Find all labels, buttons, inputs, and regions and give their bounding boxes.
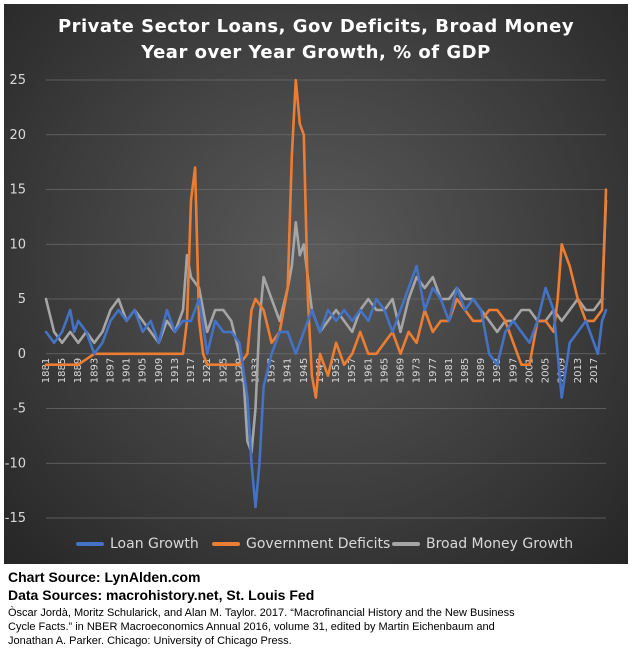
x-tick-label: 1993 <box>492 358 503 383</box>
x-tick-label: 1981 <box>444 358 455 383</box>
data-sources: Data Sources: macrohistory.net, St. Loui… <box>8 587 315 603</box>
y-tick-label: -15 <box>5 511 26 526</box>
x-tick-label: 1973 <box>412 358 423 383</box>
x-tick-label: 1965 <box>379 358 390 383</box>
chart-title: Private Sector Loans, Gov Deficits, Broa… <box>57 16 575 37</box>
citation: Òscar Jordà, Moritz Schularick, and Alan… <box>8 607 515 647</box>
y-tick-label: 0 <box>18 347 26 362</box>
x-tick-label: 1937 <box>267 358 278 383</box>
x-tick-label: 1917 <box>186 358 197 383</box>
chart-panel: -15 -10 -5 0 5 10 15 20 25 1881 1885 1889 1893 1897 1… <box>4 4 628 564</box>
y-tick-label: 5 <box>18 292 26 307</box>
x-tick-label: 1909 <box>154 358 165 383</box>
x-tick-label: 1985 <box>460 358 471 383</box>
y-tick-label: 10 <box>9 237 26 252</box>
x-tick-label: 1901 <box>122 358 133 383</box>
x-tick-label: 1881 <box>41 358 52 383</box>
legend-swatch <box>76 542 104 546</box>
x-tick-label: 1953 <box>331 358 342 383</box>
legend-label: Broad Money Growth <box>426 536 574 552</box>
legend-swatch <box>212 542 240 546</box>
x-tick-label: 1897 <box>105 358 116 383</box>
chart-subtitle: Year over Year Growth, % of GDP <box>141 42 491 63</box>
x-tick-label: 1905 <box>138 358 149 383</box>
x-tick-label: 1977 <box>428 358 439 383</box>
x-tick-label: 2013 <box>573 358 584 383</box>
x-tick-label: 1913 <box>170 358 181 383</box>
chart-source: Chart Source: LynAlden.com <box>8 569 201 585</box>
legend-item: Broad Money Growth <box>392 536 573 552</box>
legend-item: Government Deficits <box>212 536 390 552</box>
x-tick-label: 1945 <box>299 358 310 383</box>
x-tick-label: 2001 <box>524 358 535 383</box>
y-tick-label: 20 <box>9 128 26 143</box>
x-tick-label: 1889 <box>73 358 84 383</box>
chart-footer: Chart Source: LynAlden.com Data Sources:… <box>8 568 628 648</box>
legend-swatch <box>392 542 420 546</box>
x-tick-label: 1969 <box>396 358 407 383</box>
x-tick-label: 1925 <box>218 358 229 383</box>
x-tick-label: 1989 <box>476 358 487 383</box>
legend-label: Loan Growth <box>110 536 199 552</box>
x-tick-label: 1941 <box>283 358 294 383</box>
y-tick-label: -10 <box>5 456 26 471</box>
x-tick-label: 1893 <box>89 358 100 383</box>
x-tick-label: 2009 <box>557 358 568 383</box>
chart-svg: -15 -10 -5 0 5 10 15 20 25 1881 1885 1889 1893 1897 1… <box>5 73 608 526</box>
y-tick-label: 25 <box>9 73 26 88</box>
y-tick-label: 15 <box>9 183 26 198</box>
x-tick-label: 1957 <box>347 358 358 383</box>
series-line-government-deficits <box>44 78 608 399</box>
x-tick-label: 1885 <box>57 358 68 383</box>
legend-label: Government Deficits <box>246 536 391 552</box>
x-tick-label: 1929 <box>234 358 245 383</box>
legend-item: Loan Growth <box>76 536 199 552</box>
x-tick-label: 1961 <box>363 358 374 383</box>
series-line-broad-money-growth <box>44 199 608 454</box>
y-tick-label: -5 <box>13 402 26 417</box>
x-tick-label: 1921 <box>202 358 213 383</box>
x-tick-label: 1997 <box>508 358 519 383</box>
series-line-loan-growth <box>44 264 608 509</box>
x-tick-label: 1949 <box>315 358 326 383</box>
x-tick-label: 2005 <box>541 358 552 383</box>
x-tick-label: 2017 <box>589 358 600 383</box>
